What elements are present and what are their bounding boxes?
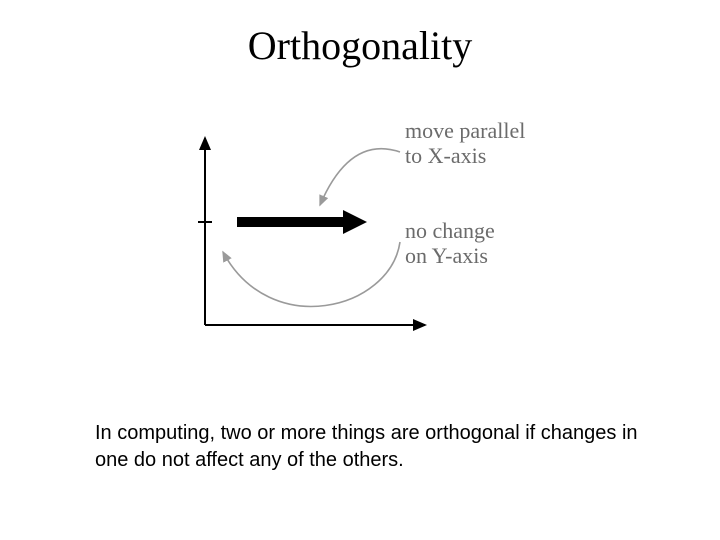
- callout-bottom-curve: [223, 242, 400, 306]
- page-title: Orthogonality: [0, 22, 720, 69]
- body-paragraph: In computing, two or more things are ort…: [95, 420, 655, 474]
- annotation-bottom-line2: on Y-axis: [405, 243, 488, 268]
- callout-top-curve: [320, 149, 400, 205]
- slide: Orthogonality move parallel to X-axis: [0, 0, 720, 540]
- annotation-bottom-line1: no change: [405, 218, 495, 243]
- annotation-top: move parallel to X-axis: [405, 118, 585, 169]
- annotation-bottom: no change on Y-axis: [405, 218, 565, 269]
- annotation-top-line1: move parallel: [405, 118, 525, 143]
- annotation-top-line2: to X-axis: [405, 143, 486, 168]
